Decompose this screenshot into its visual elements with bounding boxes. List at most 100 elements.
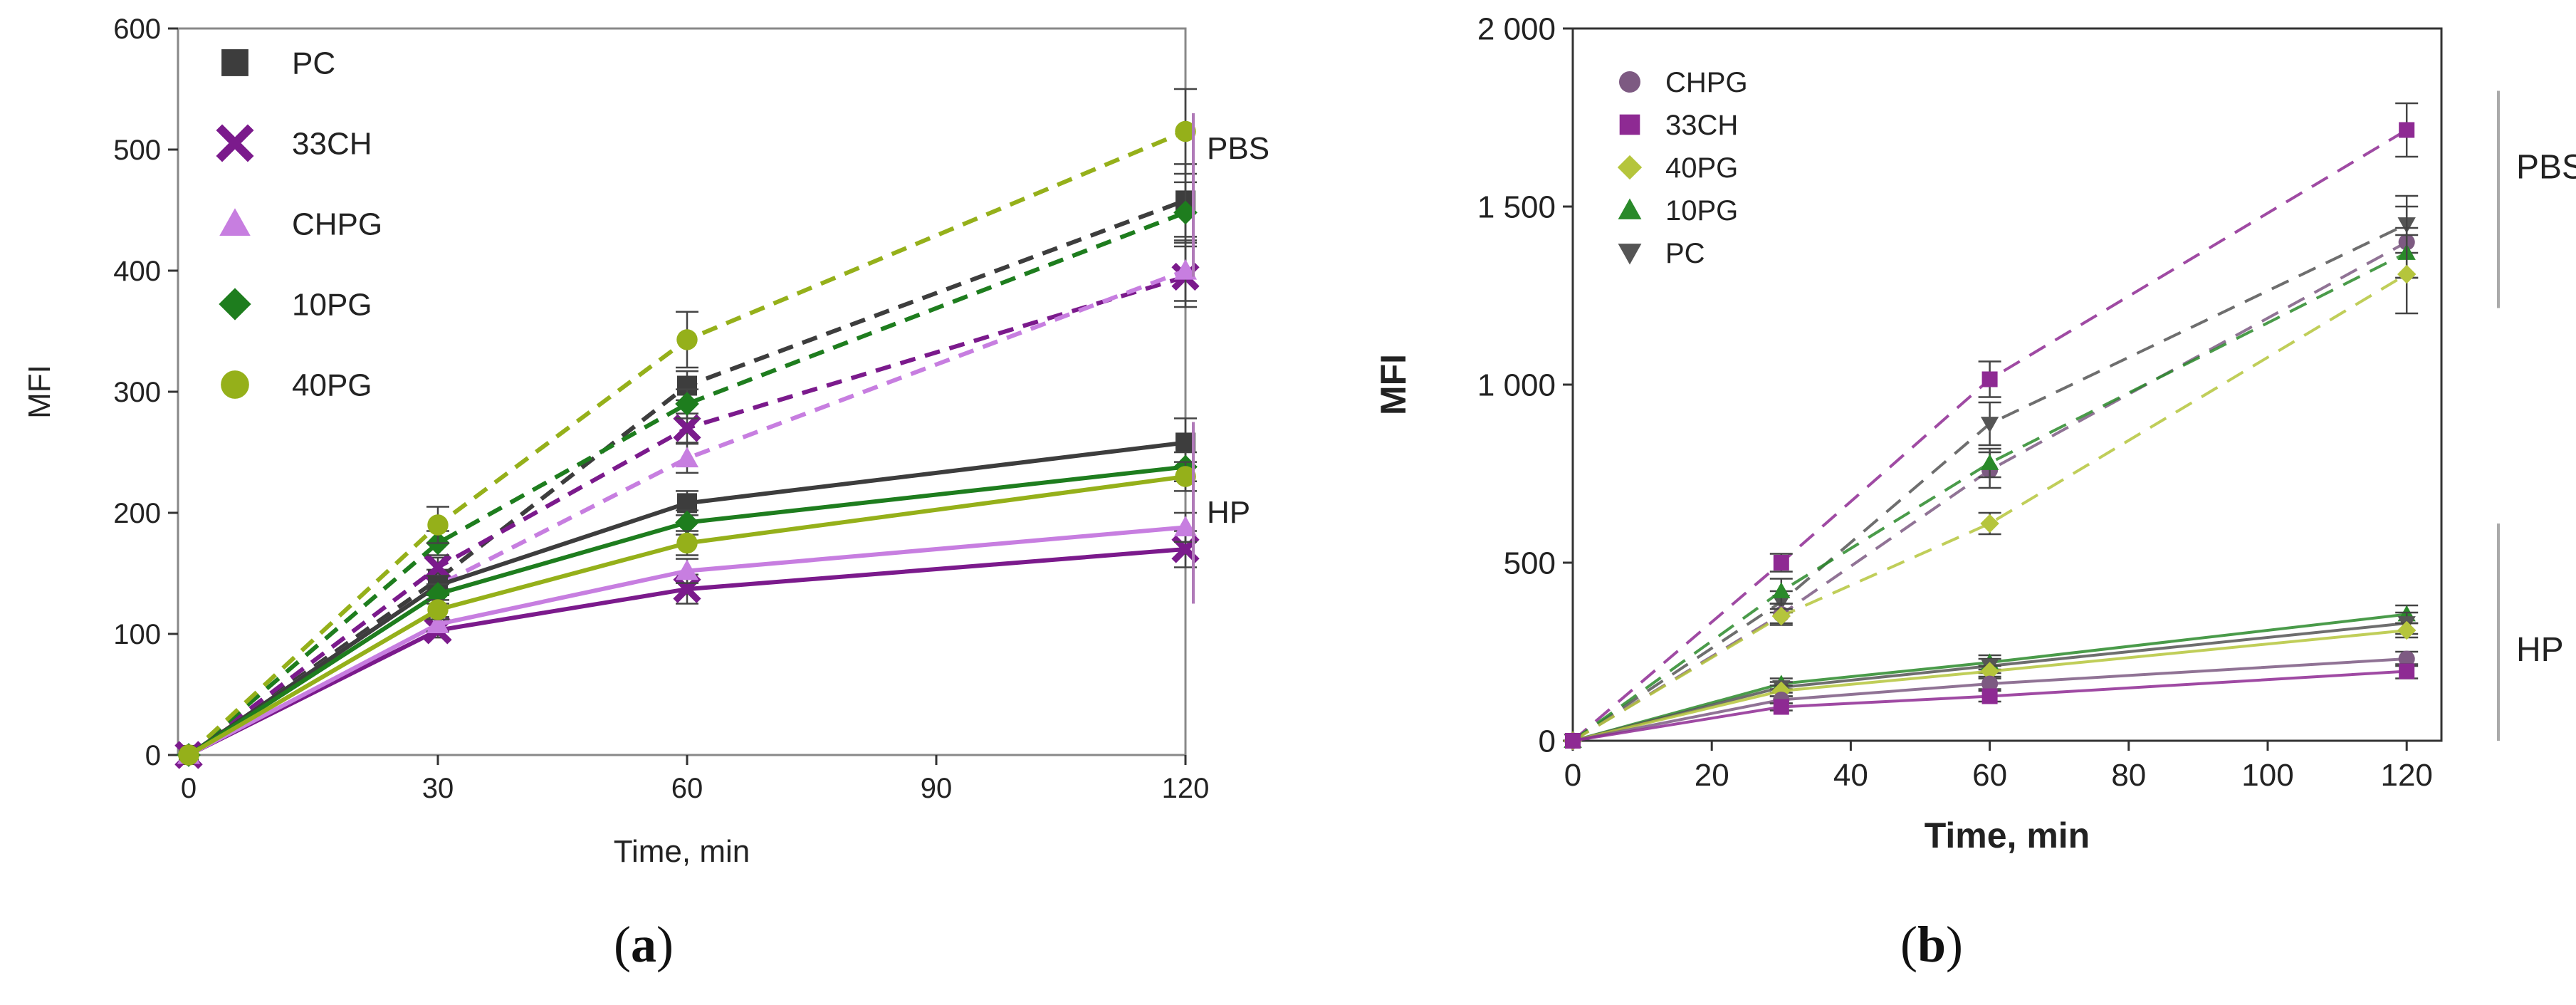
a-series-10pg-pbs-point (675, 392, 699, 416)
a-series-pc-pbs-line (187, 198, 1187, 757)
a-series-40pg-pbs-point (676, 329, 698, 350)
b-series-pc-hp-line (1572, 622, 2407, 742)
a-panel-label: (a) (614, 916, 674, 973)
a-legend-item-33ch-marker-stroke-2 (216, 124, 254, 162)
a-series-40pg-pbs-point (1175, 120, 1196, 142)
a-legend-item-40pg: 40PG (221, 368, 372, 402)
b-legend-item-10pg-marker (1618, 198, 1642, 219)
a-x-axis-label: Time, min (614, 834, 750, 869)
a-series-33ch-hp-point (1171, 535, 1200, 563)
b-series-10pg-pbs-point (1772, 582, 1791, 598)
panel-a: 0 100 200 300 400 500 600 0 30 60 90 120 Time, min MF… (22, 14, 1269, 973)
a-series-40pg-pbs-line (187, 129, 1187, 757)
b-panel-label-open: ( (1900, 916, 1917, 973)
b-series-40pg-hp-point (2397, 620, 2417, 640)
a-bracket-pbs: PBS (1192, 113, 1269, 277)
b-y-tick-label: 2 000 (1477, 11, 1556, 46)
b-bracket-pbs: PBS (2497, 90, 2576, 308)
a-series-10pg-pbs-point (1173, 200, 1198, 225)
a-legend-item-chpg: CHPG (219, 207, 382, 241)
a-legend-item-pc: PC (221, 46, 335, 80)
a-y-tick-label: 200 (113, 498, 161, 529)
a-panel-label-close: ) (656, 916, 674, 973)
b-series-chpg-hp-point (1981, 675, 1999, 692)
a-legend-item-chpg-label: CHPG (292, 207, 382, 241)
b-series-33ch-pbs-point (1981, 371, 1998, 387)
a-series-chpg-hp-point (1173, 516, 1198, 536)
a-series-33ch-pbs-point-stroke-2 (673, 414, 701, 442)
b-bracket-hp: HP (2497, 524, 2564, 741)
a-y-tick-label: 600 (113, 14, 161, 45)
b-panel-label-close: ) (1946, 916, 1963, 973)
b-legend-item-40pg: 40PG (1617, 152, 1738, 184)
a-series-33ch-pbs-line (187, 274, 1186, 757)
b-legend-item-33ch-marker (1619, 114, 1640, 135)
b-series-10pg-hp-line (1572, 613, 2407, 742)
a-series-10pg-pbs-line (187, 210, 1187, 757)
a-y-tick-label: 0 (145, 740, 161, 771)
a-series-10pg-hp-point (675, 510, 699, 535)
b-legend-item-pc-label: PC (1665, 238, 1705, 269)
b-legend-item-10pg: 10PG (1618, 195, 1738, 226)
b-legend-item-40pg-label: 40PG (1665, 152, 1738, 184)
b-y-tick-label: 500 (1504, 546, 1556, 580)
panel-b: 0 500 1 000 1 500 2 000 0 20 40 60 80 100 120 Time, … (1288, 0, 2576, 1005)
a-legend-item-33ch-label: 33CH (292, 126, 372, 161)
b-series-group (1563, 102, 2419, 751)
b-y-tick-label: 0 (1539, 724, 1556, 759)
b-legend-item-chpg-marker (1618, 71, 1641, 93)
b-series-40pg-pbs-point (1771, 606, 1791, 626)
a-series-group (174, 88, 1200, 769)
a-legend-item-33ch-marker (216, 124, 254, 162)
a-y-tick-label: 300 (113, 377, 161, 408)
a-series-40pg-hp-line (187, 474, 1186, 757)
chart-b: 0 500 1 000 1 500 2 000 0 20 40 60 80 100 120 Time, … (1373, 11, 2576, 973)
a-legend-item-40pg-marker (221, 370, 249, 399)
a-legend-item-10pg-marker (219, 288, 251, 321)
b-x-tick-label: 0 (1564, 758, 1581, 793)
a-series-33ch-pbs-point-stroke-2 (424, 553, 452, 582)
b-series-33ch-hp-point (1565, 733, 1581, 749)
a-legend-item-40pg-label: 40PG (292, 368, 372, 402)
a-x-tick-label: 120 (1162, 773, 1210, 804)
b-legend-item-33ch: 33CH (1619, 110, 1738, 141)
b-legend-item-10pg-label: 10PG (1665, 195, 1738, 226)
a-series-33ch-pbs-point (424, 553, 452, 582)
a-legend-item-chpg-marker (219, 208, 251, 236)
b-series-pc-pbs-line (1571, 223, 2408, 742)
a-panel-label-open: ( (614, 916, 631, 973)
a-legend-item-10pg: 10PG (219, 287, 372, 322)
a-series-40pg-hp (178, 461, 1197, 766)
b-bracket-pbs-label: PBS (2516, 148, 2576, 186)
b-series-chpg-hp-line (1572, 657, 2407, 742)
a-series-pc-hp-line (187, 440, 1186, 757)
b-x-tick-label: 20 (1695, 758, 1729, 793)
a-bracket-hp-label: HP (1207, 495, 1250, 530)
a-legend-item-33ch: 33CH (216, 124, 372, 162)
b-series-10pg-pbs-line (1571, 251, 2408, 742)
b-x-axis-label: Time, min (1925, 816, 2090, 855)
b-x-tick-label: 100 (2241, 758, 2293, 793)
b-axes: 0 500 1 000 1 500 2 000 0 20 40 60 80 100 120 (1477, 11, 2443, 793)
b-panel-label: (b) (1900, 916, 1963, 973)
b-series-pc-pbs-point (1980, 417, 1999, 433)
b-series-40pg-pbs-line (1571, 273, 2408, 742)
b-series-33ch-hp-point (2399, 663, 2415, 679)
chart-a: 0 100 200 300 400 500 600 0 30 60 90 120 Time, min MF… (22, 14, 1269, 973)
a-y-tick-label: 500 (113, 135, 161, 166)
a-y-tick-label: 100 (113, 619, 161, 650)
b-bracket-hp-label: HP (2516, 631, 2564, 669)
b-series-33ch-hp-point (1773, 699, 1789, 715)
b-series-33ch-pbs-line (1571, 128, 2408, 742)
b-legend-item-33ch-label: 33CH (1665, 110, 1738, 141)
a-legend-item-10pg-label: 10PG (292, 287, 372, 322)
b-series-33ch-hp-line (1572, 670, 2407, 742)
a-x-tick-label: 60 (671, 773, 703, 804)
a-bracket-pbs-label: PBS (1207, 131, 1269, 166)
b-series-40pg-pbs-point (1980, 514, 1999, 533)
b-legend-item-pc: PC (1618, 238, 1705, 269)
a-series-33ch-pbs-point (673, 414, 701, 442)
a-series-chpg-hp-line (187, 525, 1186, 757)
a-series-40pg-hp-point (1175, 466, 1196, 487)
